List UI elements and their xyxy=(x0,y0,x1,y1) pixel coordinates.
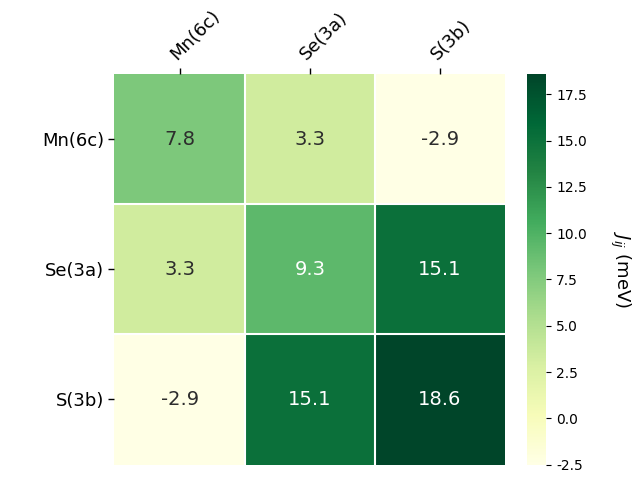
Text: 7.8: 7.8 xyxy=(164,130,195,149)
Text: 18.6: 18.6 xyxy=(419,390,461,409)
Text: 15.1: 15.1 xyxy=(288,390,332,409)
Text: 3.3: 3.3 xyxy=(164,260,195,279)
Text: 15.1: 15.1 xyxy=(418,260,461,279)
Y-axis label: $J_{ij}$ (meV): $J_{ij}$ (meV) xyxy=(607,231,632,308)
Text: -2.9: -2.9 xyxy=(421,130,459,149)
Text: 9.3: 9.3 xyxy=(294,260,325,279)
Text: 3.3: 3.3 xyxy=(294,130,325,149)
Text: -2.9: -2.9 xyxy=(161,390,198,409)
